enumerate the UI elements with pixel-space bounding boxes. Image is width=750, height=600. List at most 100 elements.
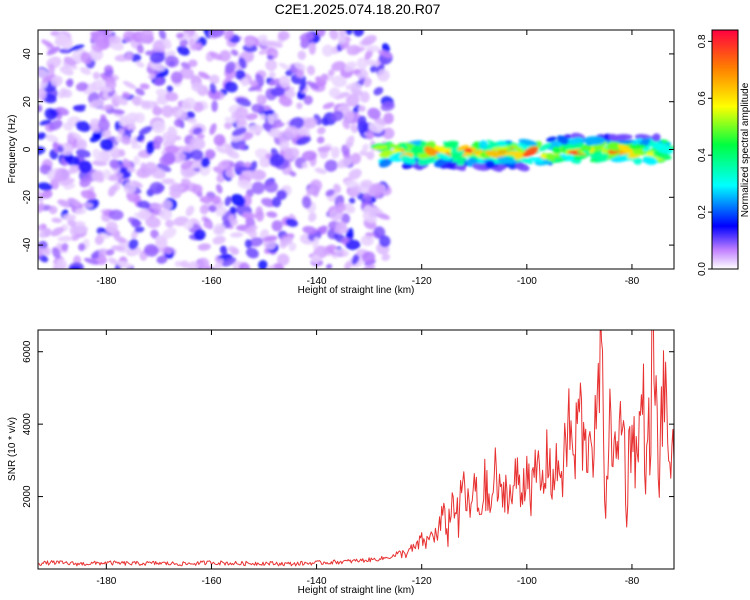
heatmap-cell: [652, 151, 672, 160]
heatmap-cell: [56, 258, 68, 269]
heatmap-cell: [108, 185, 117, 197]
heatmap-cell: [38, 104, 43, 113]
heatmap-cell: [317, 146, 332, 153]
heatmap-cell: [333, 183, 342, 194]
heatmap-cell: [76, 139, 87, 152]
heatmap-cell: [109, 159, 120, 169]
heatmap-cell: [308, 212, 317, 222]
heatmap-cell: [44, 247, 51, 256]
heatmap-cell: [118, 149, 126, 157]
heatmap-cell: [278, 62, 290, 70]
heatmap-cell: [114, 95, 128, 106]
heatmap-cell: [159, 208, 173, 220]
heatmap-cell: [153, 143, 161, 150]
heatmap-cell: [108, 209, 124, 221]
heatmap-y-axis-label: Frequency (Hz): [7, 115, 18, 184]
heatmap-cell: [237, 179, 253, 190]
heatmap-cell: [457, 144, 469, 151]
heatmap-cell: [316, 30, 326, 37]
heatmap-cell: [100, 104, 113, 111]
heatmap-cell: [38, 68, 50, 79]
heatmap-cell: [50, 75, 63, 87]
heatmap-cell: [92, 30, 106, 44]
heatmap-cell: [152, 106, 163, 116]
heatmap-cell: [279, 75, 291, 88]
heatmap-y-ticks: -40 -20 0 20 40: [22, 48, 674, 252]
heatmap-cell: [518, 138, 538, 146]
snr-x-tick-label: -100: [517, 576, 537, 587]
heatmap-cell: [176, 109, 183, 117]
heatmap-cell: [231, 127, 247, 137]
heatmap-cell: [297, 127, 307, 136]
heatmap-cell: [271, 196, 282, 208]
snr-y-tick-label: 4000: [22, 413, 33, 436]
heatmap-cell: [322, 102, 335, 110]
heatmap-cell: [140, 30, 154, 40]
heatmap-cell: [343, 61, 357, 72]
heatmap-cell: [282, 86, 295, 94]
heatmap-cell: [280, 236, 293, 246]
heatmap-cell: [224, 81, 238, 93]
heatmap-cell: [568, 137, 584, 145]
heatmap-cell: [360, 235, 374, 247]
snr-x-tick-label: -80: [625, 576, 640, 587]
heatmap-cell: [38, 247, 47, 257]
snr-y-ticks: 2000 4000 6000: [22, 340, 674, 508]
heatmap-cell: [338, 33, 347, 46]
heatmap-cell: [361, 251, 376, 264]
heatmap-cell: [186, 111, 195, 119]
heatmap-cell: [162, 38, 172, 50]
heatmap-cell: [72, 105, 86, 112]
heatmap-cell: [170, 71, 183, 84]
heatmap-cell: [215, 206, 227, 217]
heatmap-cell: [556, 135, 570, 145]
heatmap-cell: [538, 143, 552, 152]
heatmap-cell: [231, 248, 240, 256]
snr-x-tick-label: -180: [96, 576, 116, 587]
heatmap-cell: [212, 223, 226, 236]
heatmap-cell: [372, 145, 389, 150]
heatmap-cell: [38, 189, 44, 202]
heatmap-cell: [616, 157, 629, 162]
heatmap-cell: [150, 61, 166, 72]
heatmap-cell: [335, 202, 346, 214]
heatmap-cell: [449, 152, 468, 161]
heatmap-cell: [269, 154, 285, 167]
heatmap-cell: [78, 243, 86, 252]
heatmap-cell: [56, 107, 69, 116]
heatmap-cell: [263, 180, 278, 193]
heatmap-cell: [297, 50, 307, 60]
heatmap-cell: [96, 227, 104, 235]
heatmap-cell: [231, 193, 246, 207]
heatmap-cell: [259, 157, 270, 168]
heatmap-cell: [303, 95, 313, 105]
heatmap-cell: [213, 134, 226, 147]
heatmap-cell: [169, 187, 182, 199]
heatmap-cell: [267, 54, 274, 60]
heatmap-cell: [191, 184, 203, 195]
heatmap-cell: [99, 232, 110, 239]
heatmap-cell: [263, 238, 277, 250]
heatmap-cell: [98, 253, 107, 263]
heatmap-cell: [150, 229, 159, 239]
heatmap-cell: [203, 220, 212, 229]
colorbar-tick-label: 0.2: [697, 205, 708, 219]
heatmap-cell: [225, 169, 236, 178]
heatmap-cell: [263, 105, 272, 112]
heatmap-cell: [224, 30, 234, 41]
heatmap-cell: [122, 91, 131, 99]
heatmap-cell: [105, 249, 115, 256]
heatmap-cell: [221, 257, 237, 267]
heatmap-cell: [375, 212, 391, 220]
heatmap-y-tick-label: 40: [22, 48, 33, 60]
heatmap-cell: [123, 80, 137, 90]
heatmap-cell: [248, 84, 263, 92]
heatmap-cell: [345, 135, 355, 148]
heatmap-cell: [209, 82, 217, 94]
heatmap-cell: [62, 61, 78, 70]
heatmap-cell: [177, 32, 190, 41]
heatmap-cell: [164, 55, 179, 68]
heatmap-cell: [212, 235, 226, 245]
heatmap-cell: [239, 262, 251, 269]
heatmap-cell: [368, 207, 380, 216]
